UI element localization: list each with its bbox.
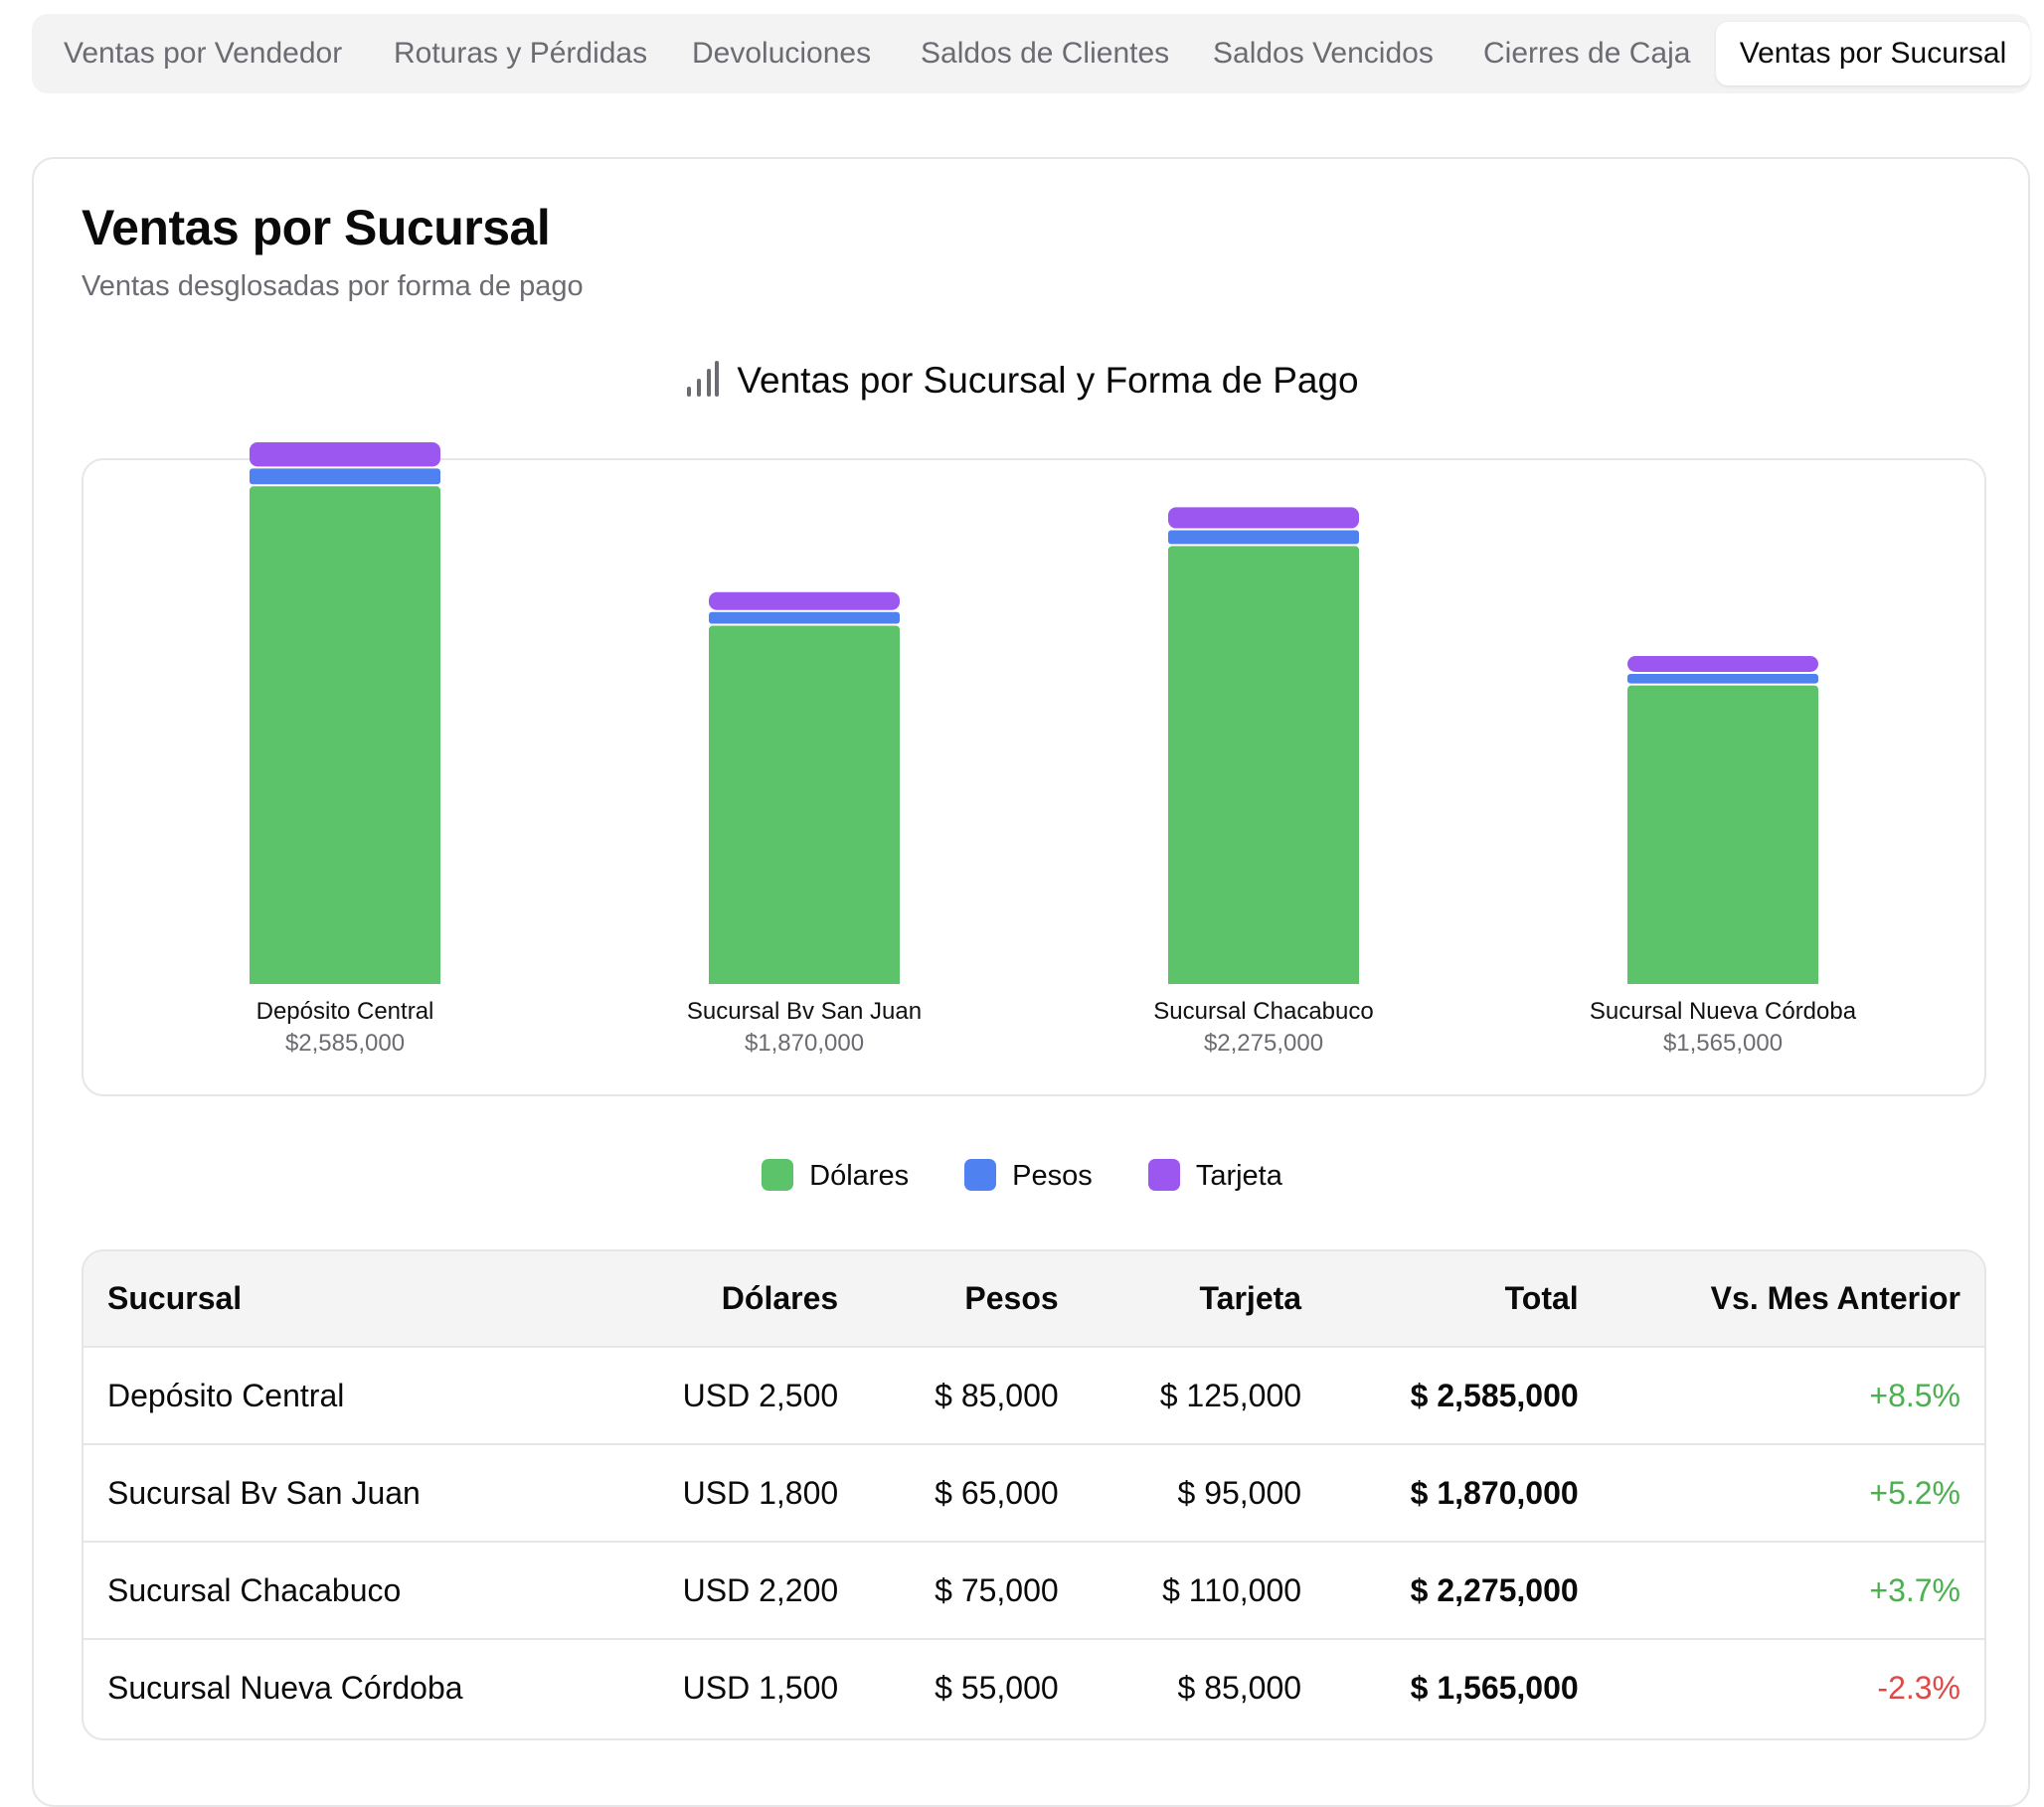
cell-pesos: $ 85,000 bbox=[935, 1377, 1059, 1413]
page-title: Ventas por Sucursal bbox=[82, 200, 551, 255]
bar-label-chacabuco: Sucursal Chacabuco bbox=[1153, 998, 1374, 1025]
col-header-tarjeta[interactable]: Tarjeta bbox=[1199, 1280, 1302, 1316]
tab-devoluciones[interactable]: Devoluciones bbox=[692, 37, 872, 70]
bar-segment-tarjeta[interactable] bbox=[250, 442, 440, 467]
tab-ventas-por-vendedor[interactable]: Ventas por Vendedor bbox=[64, 37, 343, 70]
bar-base bbox=[1627, 976, 1818, 984]
bar-segment-pesos[interactable] bbox=[250, 468, 440, 485]
tab-ventas-por-sucursal[interactable]: Ventas por Sucursal bbox=[1716, 22, 2030, 85]
stacked-bar-chart bbox=[250, 442, 1818, 984]
table-row[interactable]: Sucursal Nueva Córdoba USD 1,500 $ 55,00… bbox=[84, 1639, 1984, 1736]
legend-item-tarjeta: Tarjeta bbox=[1147, 1159, 1282, 1193]
bar-segment-tarjeta[interactable] bbox=[1627, 656, 1818, 672]
bar-total-deposito-central: $2,585,000 bbox=[284, 1030, 406, 1057]
bar-base bbox=[1168, 976, 1359, 984]
page-subtitle: Ventas desglosadas por forma de pago bbox=[82, 270, 584, 302]
bar-label-bv-san-juan: Sucursal Bv San Juan bbox=[686, 998, 923, 1025]
legend-swatch-dolares bbox=[762, 1159, 794, 1192]
cell-vs-mes-anterior: +8.5% bbox=[1869, 1377, 1960, 1413]
bar-label-deposito-central: Depósito Central bbox=[256, 998, 434, 1025]
bar-segment-dlares[interactable] bbox=[1168, 546, 1359, 984]
bar-segment-dlares[interactable] bbox=[709, 625, 900, 984]
bar-chart-icon bbox=[687, 361, 720, 397]
cell-tarjeta: $ 110,000 bbox=[1162, 1571, 1302, 1608]
table-row[interactable]: Sucursal Bv San Juan USD 1,800 $ 65,000 … bbox=[84, 1444, 1984, 1542]
cell-sucursal: Sucursal Chacabuco bbox=[107, 1571, 402, 1608]
col-header-pesos[interactable]: Pesos bbox=[964, 1280, 1059, 1316]
chart-title-text: Ventas por Sucursal y Forma de Pago bbox=[737, 360, 1359, 401]
cell-vs-mes-anterior: +3.7% bbox=[1869, 1571, 1960, 1608]
cell-pesos: $ 55,000 bbox=[935, 1670, 1059, 1706]
legend-swatch-pesos bbox=[964, 1159, 997, 1192]
bar-base bbox=[709, 976, 900, 984]
table-row[interactable]: Depósito Central USD 2,500 $ 85,000 $ 12… bbox=[84, 1347, 1984, 1444]
cell-sucursal: Depósito Central bbox=[107, 1377, 345, 1413]
cell-total: $ 1,565,000 bbox=[1410, 1670, 1579, 1706]
cell-vs-mes-anterior: -2.3% bbox=[1877, 1670, 1960, 1706]
cell-tarjeta: $ 95,000 bbox=[1177, 1474, 1302, 1511]
bar-total-nueva-cordoba: $1,565,000 bbox=[1662, 1030, 1784, 1057]
legend-label: Pesos bbox=[1012, 1160, 1093, 1193]
bar-segment-dlares[interactable] bbox=[1627, 685, 1818, 984]
bar-segment-pesos[interactable] bbox=[709, 611, 900, 624]
col-header-dolares[interactable]: Dólares bbox=[721, 1280, 839, 1316]
col-header-sucursal[interactable]: Sucursal bbox=[107, 1280, 243, 1316]
tab-cierres-de-caja[interactable]: Cierres de Caja bbox=[1483, 37, 1691, 70]
table-row[interactable]: Sucursal Chacabuco USD 2,200 $ 75,000 $ … bbox=[84, 1542, 1984, 1639]
bar-segment-tarjeta[interactable] bbox=[1168, 507, 1359, 529]
bar-segment-dlares[interactable] bbox=[250, 486, 440, 984]
col-header-total[interactable]: Total bbox=[1504, 1280, 1579, 1316]
bar-segment-tarjeta[interactable] bbox=[709, 591, 900, 610]
cell-sucursal: Sucursal Nueva Córdoba bbox=[107, 1670, 463, 1706]
bar-segment-pesos[interactable] bbox=[1627, 673, 1818, 684]
tab-roturas-y-perdidas[interactable]: Roturas y Pérdidas bbox=[394, 37, 648, 70]
cell-pesos: $ 75,000 bbox=[935, 1571, 1059, 1608]
chart-title: Ventas por Sucursal y Forma de Pago bbox=[0, 360, 2044, 402]
cell-pesos: $ 65,000 bbox=[935, 1474, 1059, 1511]
legend-item-pesos: Pesos bbox=[964, 1159, 1093, 1193]
cell-total: $ 1,870,000 bbox=[1410, 1474, 1579, 1511]
cell-dolares: USD 2,200 bbox=[682, 1571, 839, 1608]
cell-dolares: USD 1,800 bbox=[682, 1474, 839, 1511]
chart-container bbox=[82, 458, 1986, 1096]
legend-item-dolares: Dólares bbox=[762, 1159, 909, 1193]
legend-label: Tarjeta bbox=[1195, 1160, 1282, 1193]
cell-tarjeta: $ 85,000 bbox=[1177, 1670, 1302, 1706]
cell-sucursal: Sucursal Bv San Juan bbox=[107, 1474, 421, 1511]
table-header-row: Sucursal Dólares Pesos Tarjeta Total Vs.… bbox=[84, 1251, 1984, 1347]
legend-swatch-tarjeta bbox=[1147, 1159, 1180, 1192]
cell-total: $ 2,275,000 bbox=[1410, 1571, 1579, 1608]
cell-dolares: USD 1,500 bbox=[682, 1670, 839, 1706]
cell-vs-mes-anterior: +5.2% bbox=[1869, 1474, 1960, 1511]
col-header-vs-mes-anterior[interactable]: Vs. Mes Anterior bbox=[1710, 1280, 1960, 1316]
sales-table: Sucursal Dólares Pesos Tarjeta Total Vs.… bbox=[82, 1249, 1986, 1740]
bar-segment-pesos[interactable] bbox=[1168, 530, 1359, 545]
cell-total: $ 2,585,000 bbox=[1410, 1377, 1579, 1413]
bar-total-bv-san-juan: $1,870,000 bbox=[744, 1030, 865, 1057]
tab-saldos-de-clientes[interactable]: Saldos de Clientes bbox=[921, 37, 1170, 70]
chart-legend: Dólares Pesos Tarjeta bbox=[0, 1159, 2044, 1193]
bar-total-chacabuco: $2,275,000 bbox=[1203, 1030, 1324, 1057]
legend-label: Dólares bbox=[809, 1160, 910, 1193]
tab-saldos-vencidos[interactable]: Saldos Vencidos bbox=[1213, 37, 1434, 70]
cell-dolares: USD 2,500 bbox=[682, 1377, 839, 1413]
report-tabs: Ventas por Vendedor Roturas y Pérdidas D… bbox=[32, 14, 2030, 93]
bar-base bbox=[250, 976, 440, 984]
cell-tarjeta: $ 125,000 bbox=[1159, 1377, 1302, 1413]
bar-label-nueva-cordoba: Sucursal Nueva Córdoba bbox=[1589, 998, 1857, 1025]
